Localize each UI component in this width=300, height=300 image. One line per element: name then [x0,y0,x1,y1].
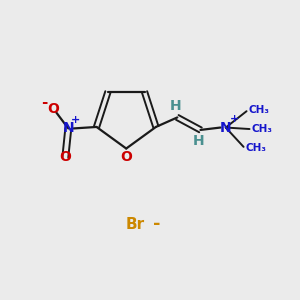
Text: O: O [59,150,71,164]
Text: CH₃: CH₃ [246,143,267,153]
Text: N: N [62,122,74,135]
Text: O: O [120,150,132,164]
Text: -: - [153,215,160,233]
Text: CH₃: CH₃ [252,124,273,134]
Text: H: H [192,134,204,148]
Text: N: N [220,121,232,134]
Text: +: + [230,114,239,124]
Text: -: - [41,95,48,110]
Text: +: + [71,115,80,125]
Text: H: H [170,99,182,113]
Text: O: O [47,102,59,116]
Text: Br: Br [126,217,145,232]
Text: CH₃: CH₃ [249,105,270,115]
